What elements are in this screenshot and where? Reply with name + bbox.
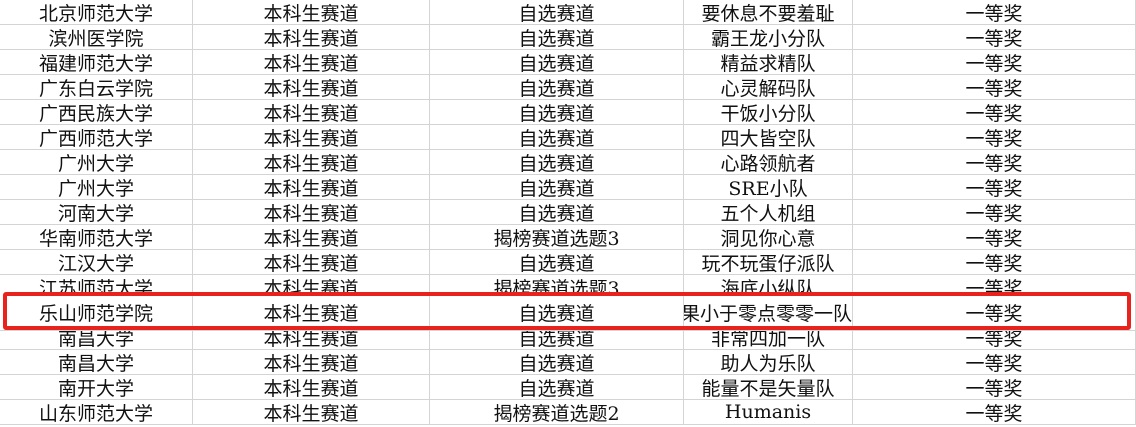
table-row: 广东白云学院 本科生赛道 自选赛道 心灵解码队 一等奖 bbox=[0, 75, 1136, 100]
track-cell: 自选赛道 bbox=[430, 100, 684, 125]
table-row: 广西民族大学 本科生赛道 自选赛道 干饭小分队 一等奖 bbox=[0, 100, 1136, 125]
award-cell: 一等奖 bbox=[853, 125, 1136, 150]
team-cell: SRE小队 bbox=[684, 175, 853, 200]
school-cell: 广州大学 bbox=[0, 150, 193, 175]
track-cell: 自选赛道 bbox=[430, 50, 684, 75]
track-cell: 自选赛道 bbox=[430, 0, 684, 25]
school-cell: 南昌大学 bbox=[0, 350, 193, 375]
table-row: 江汉大学 本科生赛道 自选赛道 玩不玩蛋仔派队 一等奖 bbox=[0, 250, 1136, 275]
track-level-cell: 本科生赛道 bbox=[193, 100, 430, 125]
award-cell: 一等奖 bbox=[853, 350, 1136, 375]
team-cell: 四大皆空队 bbox=[684, 125, 853, 150]
award-cell: 一等奖 bbox=[853, 375, 1136, 400]
table-row: 山东师范大学 本科生赛道 揭榜赛道选题2 Humanis 一等奖 bbox=[0, 400, 1136, 425]
table-row: 广州大学 本科生赛道 自选赛道 SRE小队 一等奖 bbox=[0, 175, 1136, 200]
school-cell: 北京师范大学 bbox=[0, 0, 193, 25]
award-cell: 一等奖 bbox=[853, 0, 1136, 25]
school-cell: 河南大学 bbox=[0, 200, 193, 225]
award-cell: 一等奖 bbox=[853, 250, 1136, 275]
track-cell: 自选赛道 bbox=[430, 75, 684, 100]
team-cell: 心路领航者 bbox=[684, 150, 853, 175]
track-cell: 自选赛道 bbox=[430, 325, 684, 350]
award-cell: 一等奖 bbox=[853, 75, 1136, 100]
track-level-cell: 本科生赛道 bbox=[193, 200, 430, 225]
team-cell: Humanis bbox=[684, 400, 853, 425]
team-cell: 五个人机组 bbox=[684, 200, 853, 225]
school-cell: 乐山师范学院 bbox=[0, 294, 193, 331]
award-cell: 一等奖 bbox=[853, 225, 1136, 250]
track-level-cell: 本科生赛道 bbox=[193, 25, 430, 50]
track-level-cell: 本科生赛道 bbox=[193, 294, 430, 331]
school-cell: 福建师范大学 bbox=[0, 50, 193, 75]
track-cell: 自选赛道 bbox=[430, 375, 684, 400]
team-cell: 能量不是矢量队 bbox=[684, 375, 853, 400]
track-level-cell: 本科生赛道 bbox=[193, 225, 430, 250]
track-cell: 自选赛道 bbox=[430, 200, 684, 225]
award-cell: 一等奖 bbox=[853, 100, 1136, 125]
team-cell: 霸王龙小分队 bbox=[684, 25, 853, 50]
award-cell: 一等奖 bbox=[853, 200, 1136, 225]
track-level-cell: 本科生赛道 bbox=[193, 50, 430, 75]
award-cell: 一等奖 bbox=[853, 25, 1136, 50]
table-row: 滨州医学院 本科生赛道 自选赛道 霸王龙小分队 一等奖 bbox=[0, 25, 1136, 50]
table-row: 广西师范大学 本科生赛道 自选赛道 四大皆空队 一等奖 bbox=[0, 125, 1136, 150]
track-level-cell: 本科生赛道 bbox=[193, 75, 430, 100]
school-cell: 滨州医学院 bbox=[0, 25, 193, 50]
team-cell: 非常四加一队 bbox=[684, 325, 853, 350]
team-cell: 玩不玩蛋仔派队 bbox=[684, 250, 853, 275]
table-row: 华南师范大学 本科生赛道 揭榜赛道选题3 洞见你心意 一等奖 bbox=[0, 225, 1136, 250]
table-row: 北京师范大学 本科生赛道 自选赛道 要休息不要羞耻 一等奖 bbox=[0, 0, 1136, 25]
team-cell: 心灵解码队 bbox=[684, 75, 853, 100]
track-level-cell: 本科生赛道 bbox=[193, 325, 430, 350]
track-level-cell: 本科生赛道 bbox=[193, 350, 430, 375]
school-cell: 山东师范大学 bbox=[0, 400, 193, 425]
team-cell: 要休息不要羞耻 bbox=[684, 0, 853, 25]
school-cell: 广西民族大学 bbox=[0, 100, 193, 125]
track-level-cell: 本科生赛道 bbox=[193, 400, 430, 425]
table-row: 福建师范大学 本科生赛道 自选赛道 精益求精队 一等奖 bbox=[0, 50, 1136, 75]
track-cell: 自选赛道 bbox=[430, 250, 684, 275]
track-level-cell: 本科生赛道 bbox=[193, 250, 430, 275]
track-level-cell: 本科生赛道 bbox=[193, 0, 430, 25]
table-row: 南开大学 本科生赛道 自选赛道 能量不是矢量队 一等奖 bbox=[0, 375, 1136, 400]
track-level-cell: 本科生赛道 bbox=[193, 150, 430, 175]
team-cell: 精益求精队 bbox=[684, 50, 853, 75]
table-row: 南昌大学 本科生赛道 自选赛道 非常四加一队 一等奖 bbox=[0, 325, 1136, 350]
award-cell: 一等奖 bbox=[853, 400, 1136, 425]
team-cell: 干饭小分队 bbox=[684, 100, 853, 125]
track-cell: 揭榜赛道选题2 bbox=[430, 400, 684, 425]
award-cell: 一等奖 bbox=[853, 175, 1136, 200]
track-cell: 自选赛道 bbox=[430, 294, 684, 331]
track-level-cell: 本科生赛道 bbox=[193, 175, 430, 200]
school-cell: 南昌大学 bbox=[0, 325, 193, 350]
track-level-cell: 本科生赛道 bbox=[193, 375, 430, 400]
award-cell: 一等奖 bbox=[853, 294, 1136, 331]
table-row: 广州大学 本科生赛道 自选赛道 心路领航者 一等奖 bbox=[0, 150, 1136, 175]
track-cell: 揭榜赛道选题3 bbox=[430, 225, 684, 250]
table-row: 河南大学 本科生赛道 自选赛道 五个人机组 一等奖 bbox=[0, 200, 1136, 225]
track-level-cell: 本科生赛道 bbox=[193, 125, 430, 150]
school-cell: 南开大学 bbox=[0, 375, 193, 400]
school-cell: 江汉大学 bbox=[0, 250, 193, 275]
table-row: 南昌大学 本科生赛道 自选赛道 助人为乐队 一等奖 bbox=[0, 350, 1136, 375]
school-cell: 广西师范大学 bbox=[0, 125, 193, 150]
track-cell: 自选赛道 bbox=[430, 25, 684, 50]
school-cell: 华南师范大学 bbox=[0, 225, 193, 250]
table-row: 乐山师范学院本科生赛道自选赛道结果小于零点零零一队一等奖 bbox=[0, 294, 1136, 331]
team-cell: 结果小于零点零零一队 bbox=[684, 294, 853, 331]
award-cell: 一等奖 bbox=[853, 150, 1136, 175]
team-cell: 洞见你心意 bbox=[684, 225, 853, 250]
track-cell: 自选赛道 bbox=[430, 150, 684, 175]
team-cell: 助人为乐队 bbox=[684, 350, 853, 375]
track-cell: 自选赛道 bbox=[430, 350, 684, 375]
award-cell: 一等奖 bbox=[853, 50, 1136, 75]
track-cell: 自选赛道 bbox=[430, 175, 684, 200]
track-cell: 自选赛道 bbox=[430, 125, 684, 150]
school-cell: 广东白云学院 bbox=[0, 75, 193, 100]
school-cell: 广州大学 bbox=[0, 175, 193, 200]
